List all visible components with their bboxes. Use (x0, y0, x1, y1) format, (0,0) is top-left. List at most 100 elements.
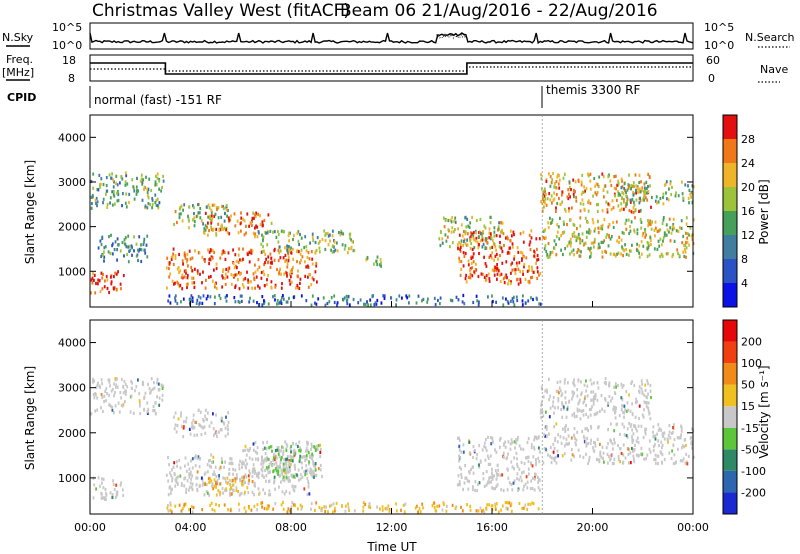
velocity-cell (649, 383, 652, 387)
velocity-cell (648, 412, 651, 416)
velocity-cell (247, 474, 250, 478)
velocity-cell (317, 467, 320, 471)
power-cell (519, 280, 522, 284)
power-cell (620, 252, 622, 256)
power-cell (398, 294, 401, 298)
velocity-cell (257, 458, 260, 462)
power-cell (167, 299, 170, 303)
velocity-cell (499, 436, 502, 440)
velocity-cell (236, 476, 238, 480)
velocity-cell (381, 508, 384, 512)
power-cell (572, 178, 575, 182)
velocity-cell (627, 452, 630, 456)
velocity-cell (112, 482, 115, 487)
velocity-cell (690, 440, 693, 444)
velocity-cell (283, 479, 286, 483)
velocity-cell (213, 433, 215, 437)
velocity-cell (179, 466, 182, 470)
power-cell (395, 303, 397, 307)
velocity-cell (234, 468, 237, 472)
velocity-cell (640, 379, 643, 383)
velocity-cell (215, 480, 217, 484)
velocity-cell (535, 461, 537, 465)
power-cell (224, 257, 227, 261)
power-cell (601, 223, 604, 227)
velocity-cell (212, 487, 215, 491)
power-cell (454, 220, 457, 224)
velocity-cell (294, 503, 297, 508)
power-cell (341, 243, 344, 247)
power-cell (577, 178, 580, 182)
velocity-cell (458, 444, 461, 448)
velocity-cell (474, 488, 476, 492)
power-cell (247, 280, 250, 284)
velocity-cell (577, 378, 580, 382)
velocity-cell (177, 417, 180, 421)
velocity-cell (299, 454, 302, 458)
power-cell (224, 276, 226, 280)
power-cell (326, 231, 329, 235)
velocity-cell (102, 485, 105, 490)
velocity-cell (157, 382, 160, 386)
power-cell (609, 237, 612, 241)
power-cell (196, 271, 199, 275)
velocity-cell (218, 476, 220, 480)
velocity-cell (532, 502, 535, 506)
velocity-cell (504, 445, 507, 449)
power-cell (222, 268, 225, 272)
velocity-cell (520, 479, 523, 483)
velocity-cell (586, 427, 588, 431)
power-cell (137, 258, 139, 263)
power-cell (677, 251, 679, 256)
power-cell (217, 222, 220, 226)
velocity-cell (171, 476, 174, 480)
power-cell (547, 221, 550, 225)
velocity-cell (617, 455, 620, 459)
power-cell (454, 216, 457, 220)
power-cell (544, 197, 547, 201)
power-cell (329, 233, 331, 237)
power-cell (469, 268, 471, 273)
velocity-cell (298, 478, 300, 482)
velocity-cell (646, 401, 648, 405)
velocity-cell (278, 474, 281, 478)
power-cell (95, 281, 97, 286)
power-cell (287, 247, 290, 251)
power-cell (218, 293, 221, 298)
power-cell (181, 219, 184, 223)
velocity-cell (212, 455, 215, 459)
power-cell (209, 258, 212, 262)
velocity-cell (215, 485, 217, 489)
velocity-cell (113, 394, 115, 398)
velocity-cell (205, 490, 208, 494)
power-cell (635, 184, 638, 188)
power-cell (462, 293, 465, 298)
power-cell (246, 252, 249, 257)
velocity-cell (176, 464, 178, 468)
velocity-cell (526, 440, 529, 445)
velocity-cell (533, 438, 536, 442)
power-cell (103, 255, 106, 259)
power-cell (647, 224, 650, 228)
velocity-cell (587, 442, 589, 446)
velocity-cell (294, 464, 296, 468)
velocity-cell (558, 391, 560, 395)
power-cell (580, 180, 583, 184)
power-cell (254, 263, 256, 267)
velocity-cell (515, 438, 517, 442)
power-cell (570, 250, 573, 254)
power-cell (484, 246, 487, 250)
velocity-cell (313, 445, 316, 449)
velocity-cell (613, 405, 615, 409)
power-cell (558, 174, 560, 178)
power-cell (561, 231, 564, 236)
power-cell (587, 172, 589, 176)
velocity-cell (229, 457, 232, 461)
power-cell (555, 209, 557, 213)
power-cell (551, 250, 554, 254)
power-cell (166, 286, 168, 290)
velocity-cell (142, 383, 145, 387)
power-cell (188, 219, 190, 223)
power-cell (91, 281, 94, 285)
power-cell (513, 257, 515, 261)
